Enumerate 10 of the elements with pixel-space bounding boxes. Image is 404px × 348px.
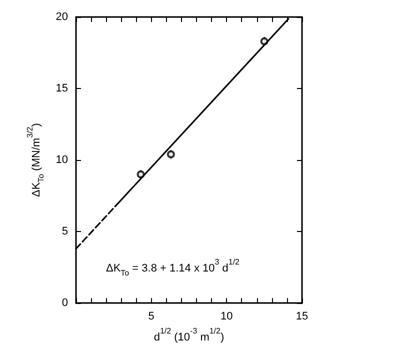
- y-tick-label: 5: [62, 226, 68, 238]
- y-tick-label: 10: [56, 154, 68, 166]
- x-tick-label: 10: [220, 310, 233, 323]
- y-tick-label: 20: [56, 11, 68, 23]
- y-axis-title: ΔKTo (MN/m3/2): [25, 123, 46, 198]
- x-tick-label: 15: [296, 310, 308, 323]
- y-tick-label: 15: [56, 82, 68, 95]
- y-tick-label: 0: [62, 297, 68, 310]
- x-tick-label: 5: [148, 310, 154, 323]
- point: [166, 150, 175, 158]
